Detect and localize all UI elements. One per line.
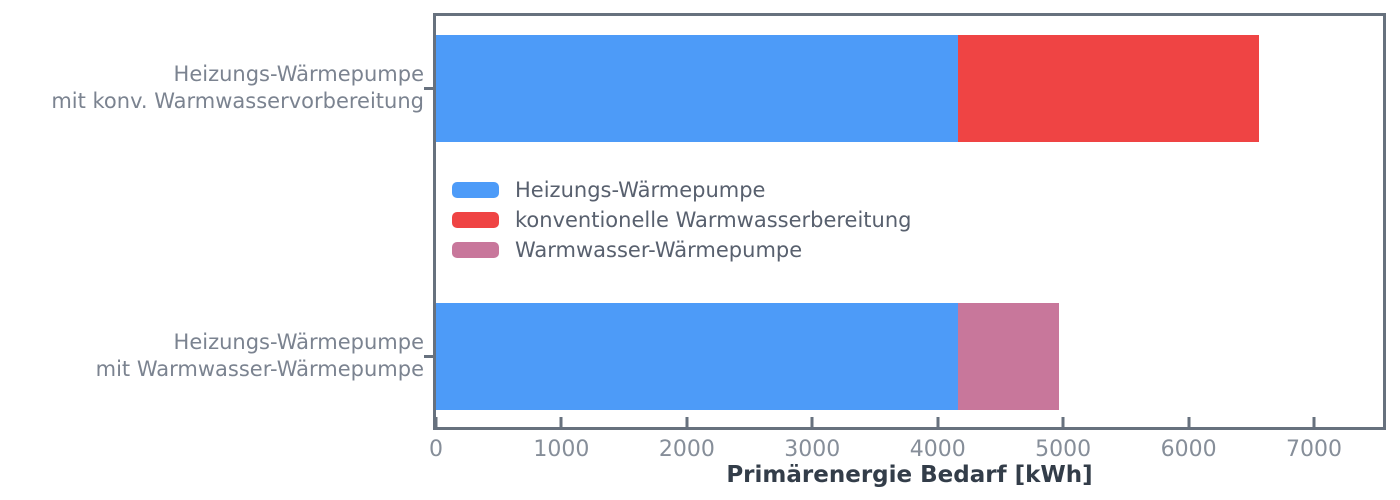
legend-swatch xyxy=(452,212,499,228)
x-axis-tick xyxy=(559,417,563,427)
x-axis-tick xyxy=(1312,417,1316,427)
legend: Heizungs-Wärmepumpe konventionelle Warmwa… xyxy=(452,175,912,265)
x-axis-tick-label: 2000 xyxy=(658,437,715,462)
category-label-line: mit Warmwasser-Wärmepumpe xyxy=(95,357,424,381)
x-axis-tick-label: 7000 xyxy=(1286,437,1342,462)
x-axis-tick xyxy=(1187,417,1191,427)
bar-segment xyxy=(436,303,958,410)
y-axis-tick xyxy=(424,355,433,358)
legend-label: konventionelle Warmwasserbereitung xyxy=(515,208,912,232)
plot-area xyxy=(434,16,1383,427)
x-axis-tick xyxy=(685,417,689,427)
category-label-line: Heizungs-Wärmepumpe xyxy=(173,62,424,86)
y-axis-tick xyxy=(424,87,433,90)
x-axis-tick-label: 3000 xyxy=(784,437,841,462)
bar-segment xyxy=(436,35,958,142)
legend-row: Heizungs-Wärmepumpe xyxy=(452,175,912,205)
bar-row xyxy=(436,35,1383,142)
x-axis-tick xyxy=(810,417,814,427)
legend-row: konventionelle Warmwasserbereitung xyxy=(452,205,912,235)
x-axis-tick xyxy=(434,417,438,427)
bar-segment xyxy=(957,303,1060,410)
bar-segment xyxy=(957,35,1259,142)
x-axis-tick-label: 0 xyxy=(429,437,443,462)
category-label-line: mit konv. Warmwasservorbereitung xyxy=(51,89,424,113)
x-axis-label: Primärenergie Bedarf [kWh] xyxy=(726,462,1093,488)
x-axis-tick-labels: 0 1000 2000 3000 4000 5000 6000 7000 xyxy=(429,437,1383,463)
category-label: Heizungs-Wärmepumpe mit konv. Warmwasserv… xyxy=(0,61,424,115)
x-axis-tick-label: 1000 xyxy=(533,437,590,462)
legend-swatch xyxy=(452,182,499,198)
legend-row: Warmwasser-Wärmepumpe xyxy=(452,235,912,265)
legend-swatch xyxy=(452,242,499,258)
bar-row xyxy=(436,303,1383,410)
x-axis-tick-label: 6000 xyxy=(1160,437,1217,462)
category-label-line: Heizungs-Wärmepumpe xyxy=(173,330,424,354)
legend-label: Warmwasser-Wärmepumpe xyxy=(515,238,803,262)
category-label: Heizungs-Wärmepumpe mit Warmwasser-Wärmep… xyxy=(0,329,424,383)
x-axis-tick xyxy=(1061,417,1065,427)
x-axis-tick-label: 5000 xyxy=(1035,437,1092,462)
x-axis-tick xyxy=(936,417,940,427)
x-axis-tick-label: 4000 xyxy=(909,437,966,462)
legend-label: Heizungs-Wärmepumpe xyxy=(515,178,766,202)
